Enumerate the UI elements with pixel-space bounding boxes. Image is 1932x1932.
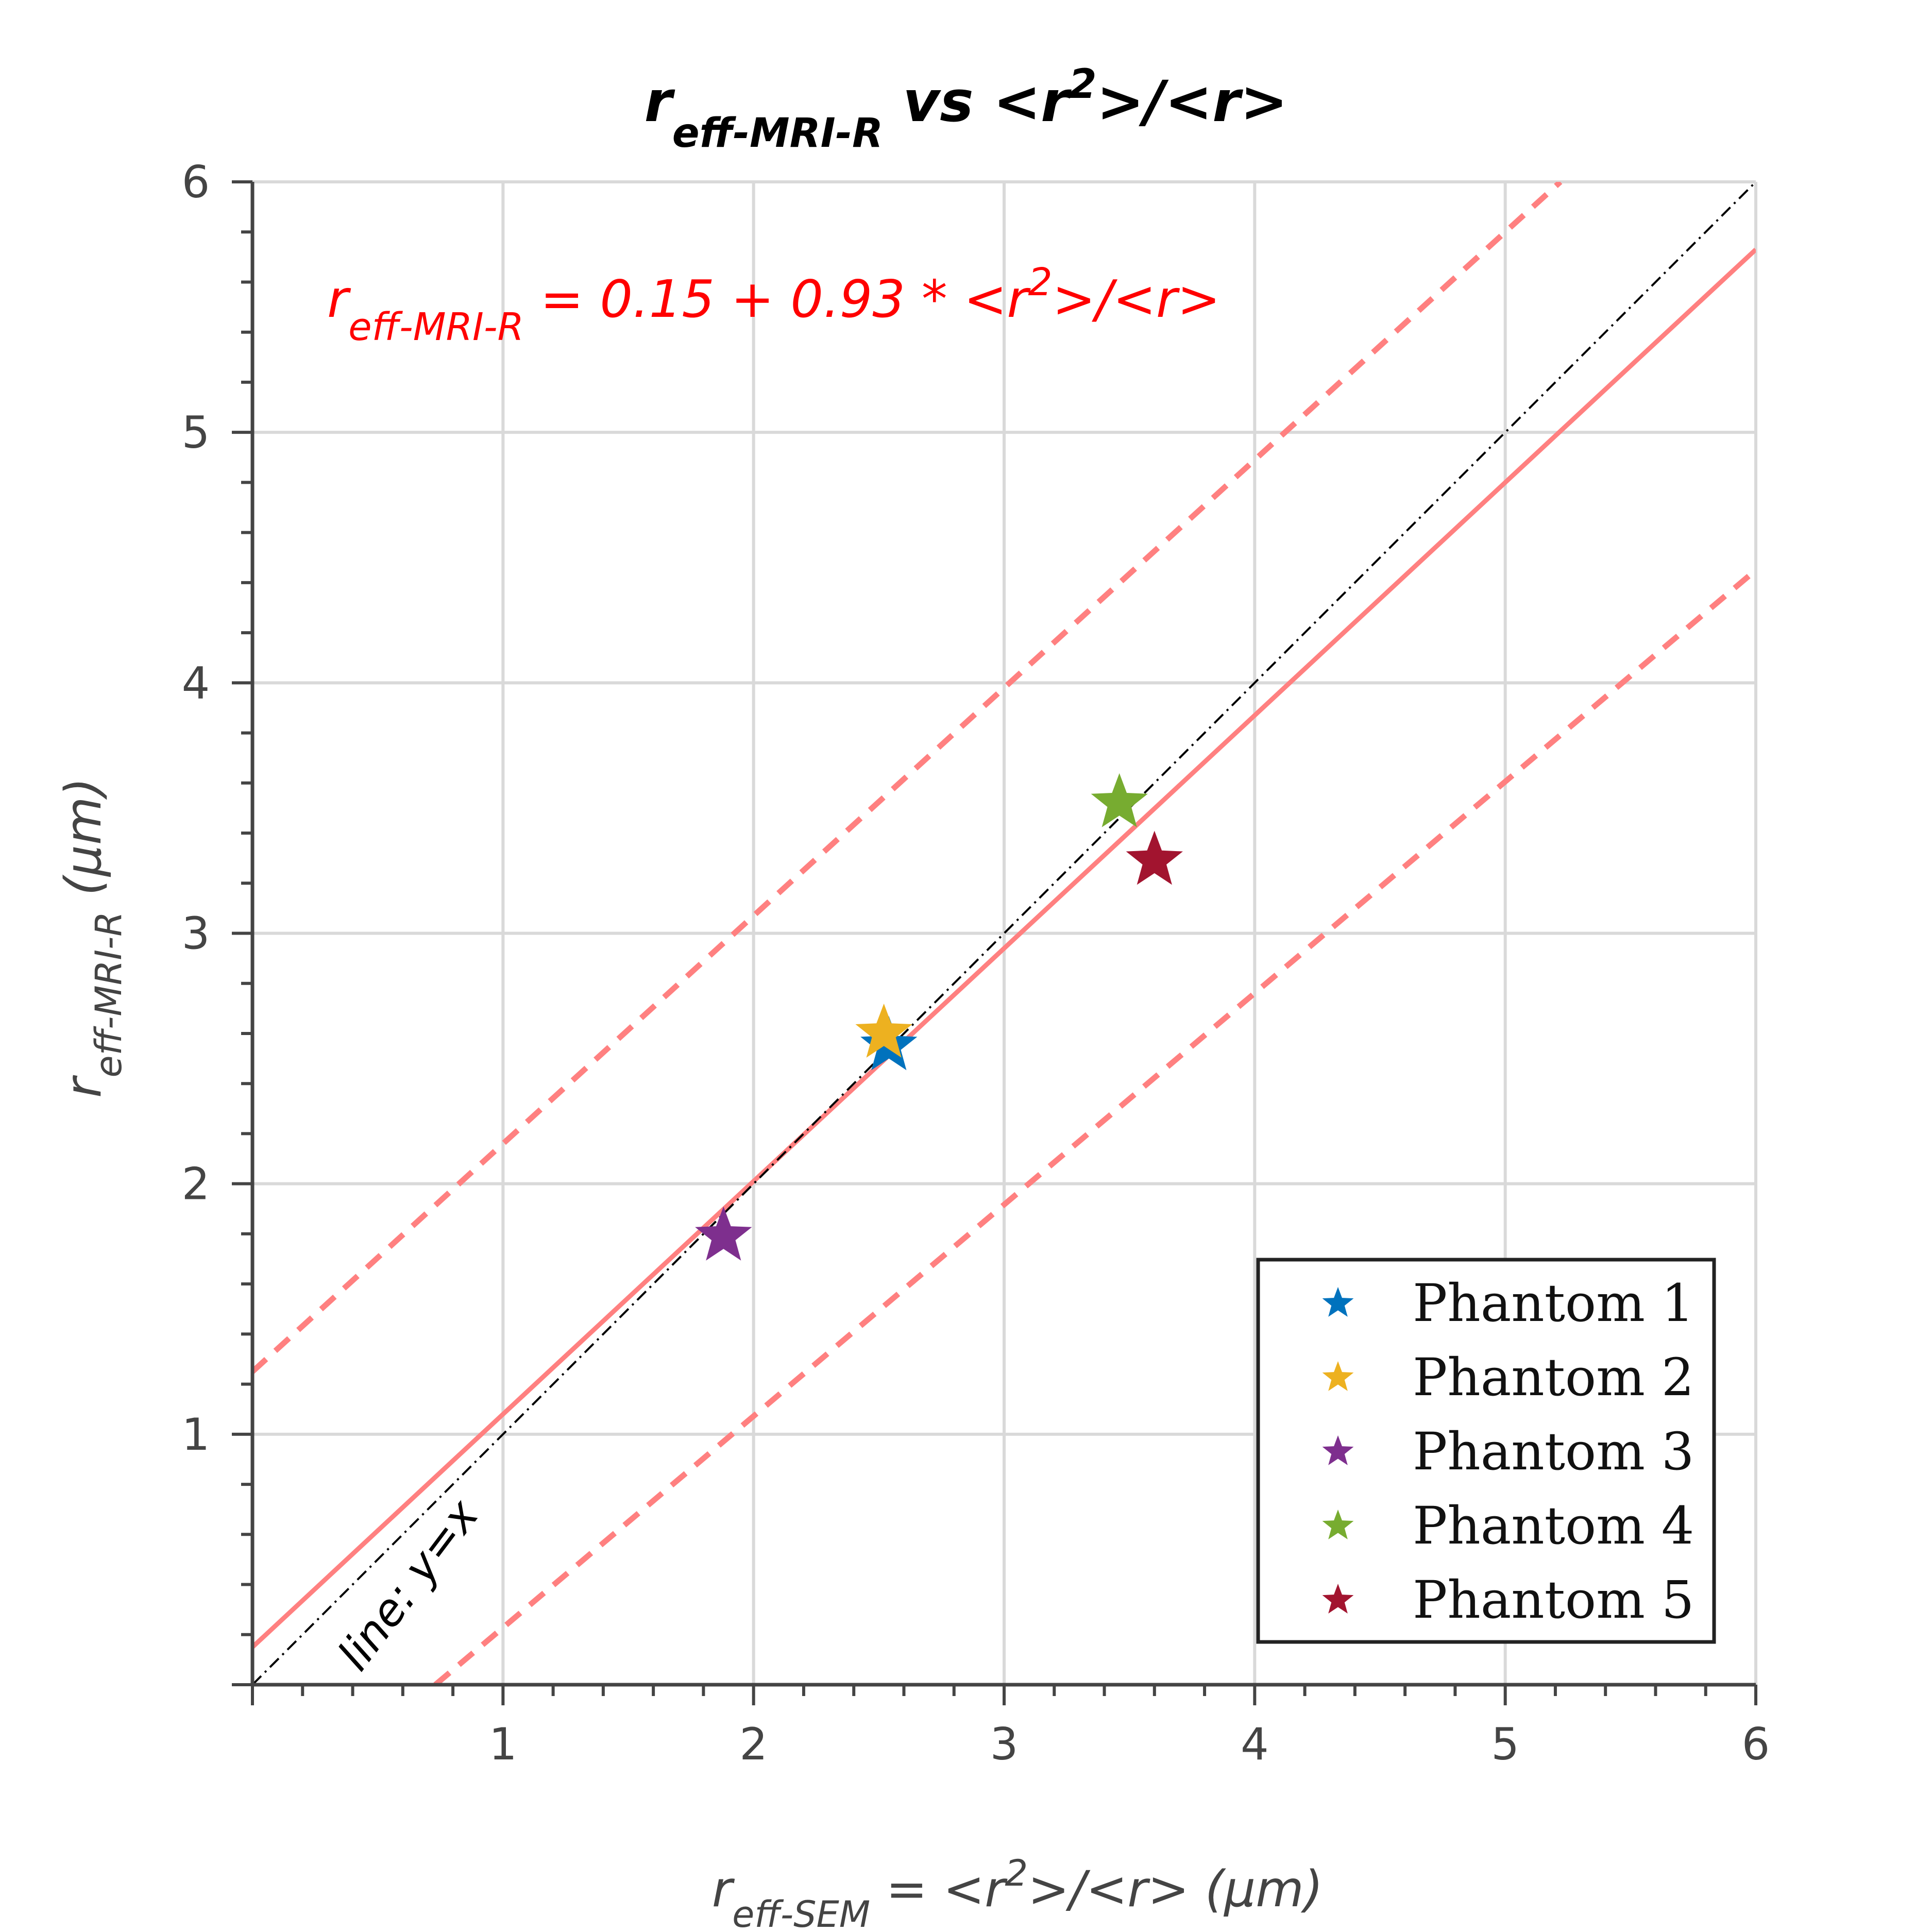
x-label-tail: >/<r> (μm)	[1028, 1860, 1323, 1918]
legend-marker-phantom-3	[1322, 1435, 1354, 1465]
title-main-subscript: eff-MRI-R	[672, 110, 883, 157]
fit-line	[252, 247, 1756, 1649]
grid-lines	[252, 180, 1757, 1685]
tick-labels: 1 2 3 4 5 6 1 2 3 4 5 6	[182, 157, 1770, 1770]
title-tail: >/<r>	[1097, 69, 1288, 134]
x-tick-label: 4	[1241, 1719, 1269, 1770]
legend-label-phantom-3: Phantom 3	[1413, 1421, 1694, 1482]
x-tick-label: 6	[1742, 1719, 1770, 1770]
y-tick-label: 4	[182, 657, 210, 709]
x-label-main: r	[712, 1860, 735, 1918]
identity-line-group	[251, 181, 1757, 1686]
legend-marker-phantom-1	[1322, 1287, 1354, 1317]
data-point-phantom-3	[695, 1206, 752, 1261]
equation-superscript: 2	[1028, 260, 1052, 304]
x-tick-label: 2	[739, 1719, 768, 1770]
data-point-phantom-5	[1126, 831, 1183, 885]
x-label-superscript: 2	[1005, 1852, 1028, 1894]
y-tick-label: 6	[182, 157, 210, 208]
tick-marks	[232, 180, 1757, 1705]
confidence-band-lower	[433, 568, 1756, 1685]
x-tick-label: 1	[489, 1719, 517, 1770]
equation-tail: >/<r>	[1053, 269, 1221, 329]
confidence-bands	[252, 182, 1756, 1685]
title-rest: vs <r	[883, 69, 1072, 134]
confidence-band-upper	[252, 182, 1563, 1374]
y-label-subscript: eff-MRI-R	[88, 911, 130, 1077]
legend-items: Phantom 1 Phantom 2 Phantom 3 Phantom 4 Phan…	[1322, 1273, 1694, 1630]
fit-equation: reff-MRI-R = 0.15 + 0.93 * <r2>/<r>	[327, 260, 1221, 349]
fit-line-group	[252, 247, 1756, 1649]
y-tick-label: 1	[182, 1409, 210, 1461]
data-point-phantom-4	[1091, 773, 1148, 827]
legend-marker-phantom-5	[1322, 1584, 1354, 1614]
equation-subscript: eff-MRI-R	[348, 305, 524, 349]
legend-marker-phantom-4	[1322, 1510, 1354, 1539]
chart-title: reff-MRI-R vs <r2>/<r>	[644, 61, 1287, 157]
equation-main: r	[327, 269, 351, 329]
x-label-rest: = <r	[870, 1860, 1008, 1918]
legend-label-phantom-1: Phantom 1	[1413, 1273, 1694, 1333]
data-point-phantom-2	[855, 1004, 912, 1058]
y-tick-label: 5	[182, 407, 210, 459]
y-label-main: r	[55, 1075, 112, 1098]
y-tick-label: 2	[182, 1159, 210, 1210]
y-tick-label: 3	[182, 908, 210, 960]
x-label-subscript: eff-SEM	[732, 1893, 870, 1932]
x-tick-label: 3	[990, 1719, 1019, 1770]
y-label-tail: (μm)	[55, 777, 112, 911]
legend-label-phantom-5: Phantom 5	[1413, 1570, 1694, 1630]
legend-label-phantom-2: Phantom 2	[1413, 1347, 1694, 1408]
identity-line	[251, 181, 1757, 1686]
x-tick-label: 5	[1491, 1719, 1519, 1770]
title-main: r	[644, 69, 675, 134]
title-superscript: 2	[1069, 61, 1096, 108]
legend: Phantom 1 Phantom 2 Phantom 3 Phantom 4 Phan…	[1256, 1258, 1716, 1644]
x-axis-label: reff-SEM = <r2>/<r> (μm)	[712, 1852, 1323, 1932]
equation-rest: = 0.15 + 0.93 * <r	[524, 269, 1031, 329]
data-points	[695, 773, 1183, 1261]
y-axis-label: reff-MRI-R (μm)	[55, 777, 130, 1098]
legend-label-phantom-4: Phantom 4	[1413, 1496, 1694, 1556]
legend-marker-phantom-2	[1322, 1361, 1354, 1391]
